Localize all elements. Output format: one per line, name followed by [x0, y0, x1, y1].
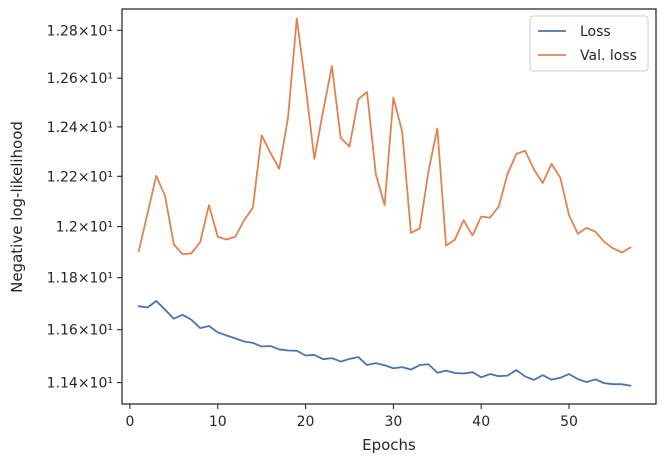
y-tick-label-0: 1.14×10¹: [47, 376, 113, 392]
y-tick-label-1: 1.16×10¹: [47, 323, 113, 339]
series-line-val-loss: [137, 17, 632, 256]
x-tick-label-4: 40: [472, 414, 490, 430]
series-line-loss: [137, 300, 632, 387]
x-tick-label-5: 50: [560, 414, 578, 430]
legend: Loss Val. loss: [529, 15, 649, 72]
y-axis-ticks: 1.14×10¹ 1.16×10¹ 1.18×10¹ 1.2×10¹ 1.22×10¹ 1…: [47, 23, 122, 392]
legend-label-loss: Loss: [580, 24, 611, 40]
x-tick-label-1: 10: [209, 414, 227, 430]
x-tick-label-2: 20: [297, 414, 315, 430]
x-axis-label: Epochs: [362, 436, 416, 454]
y-tick-label-5: 1.24×10¹: [47, 120, 113, 136]
legend-box: [529, 15, 649, 72]
y-tick-label-4: 1.22×10¹: [47, 169, 113, 185]
series-layer: [137, 17, 632, 387]
legend-label-val-loss: Val. loss: [580, 48, 637, 64]
x-tick-label-3: 30: [384, 414, 402, 430]
y-tick-label-7: 1.28×10¹: [47, 23, 113, 39]
y-axis-label: Negative log-likelihood: [8, 121, 26, 293]
y-tick-label-3: 1.2×10¹: [56, 220, 113, 236]
y-tick-label-6: 1.26×10¹: [47, 71, 113, 87]
x-axis-ticks: 0 10 20 30 40 50: [125, 404, 578, 430]
y-tick-label-2: 1.18×10¹: [47, 271, 113, 287]
plot-frame: [121, 8, 657, 405]
x-tick-label-0: 0: [125, 414, 134, 430]
